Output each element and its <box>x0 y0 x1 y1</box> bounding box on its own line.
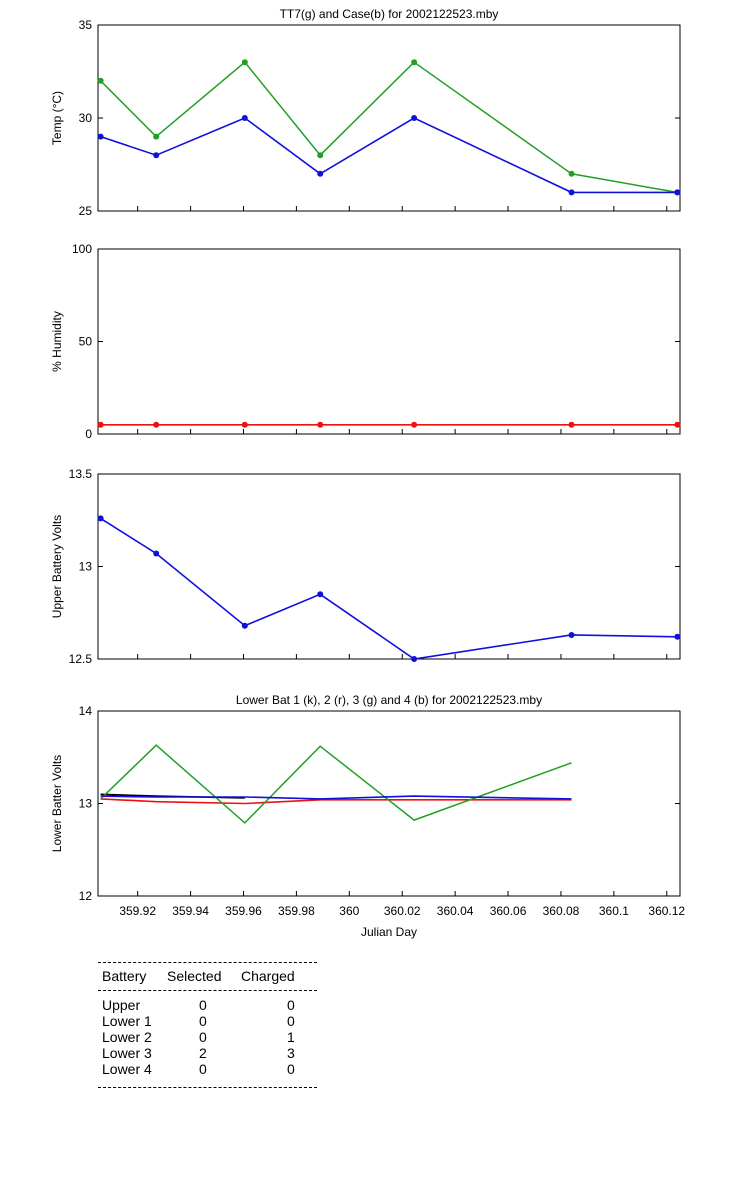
data-point-green <box>317 152 324 159</box>
x-tick-label: 360.12 <box>648 904 685 918</box>
table-row: Lower 3 2 3 <box>98 1045 317 1061</box>
table-header-row: Battery Selected Charged <box>98 968 317 984</box>
header-selected: Selected <box>167 968 222 984</box>
y-tick-label: 13 <box>79 797 93 811</box>
data-point-blue <box>317 591 324 598</box>
data-point-blue <box>568 631 575 638</box>
table-header-divider <box>98 990 317 991</box>
x-tick-label: 360.04 <box>437 904 474 918</box>
x-tick-label: 360.1 <box>599 904 629 918</box>
y-axis-label: Lower Batter Volts <box>50 755 64 852</box>
series-line-blue <box>100 795 572 800</box>
data-point-blue <box>241 115 248 121</box>
charged-count: 1 <box>287 1029 295 1045</box>
y-axis-label: Upper Battery Volts <box>50 515 64 618</box>
data-point-blue <box>674 633 681 640</box>
x-tick-label: 360.08 <box>543 904 580 918</box>
table-row: Lower 4 0 0 <box>98 1061 317 1077</box>
charged-count: 3 <box>287 1045 295 1061</box>
y-tick-label: 13.5 <box>69 467 93 481</box>
header-battery: Battery <box>102 968 147 984</box>
plot-frame <box>97 24 681 212</box>
series-line-blue <box>100 517 678 660</box>
table-bottom-divider <box>98 1087 317 1088</box>
data-point-red <box>97 421 104 428</box>
x-tick-label: 359.94 <box>172 904 209 918</box>
plot-frame <box>97 473 681 660</box>
data-point-blue <box>568 189 575 196</box>
data-point-green <box>153 133 160 140</box>
x-tick-label: 359.92 <box>119 904 156 918</box>
y-tick-label: 25 <box>79 204 93 218</box>
plot-frame <box>97 710 681 897</box>
data-point-blue <box>153 550 160 557</box>
battery-name: Lower 2 <box>102 1029 152 1045</box>
chart-figure: 25 30 35 TT7(g) and Case(b) for 2002122523.… <box>50 7 685 939</box>
data-point-blue <box>241 622 248 629</box>
x-axis-label: Julian Day <box>361 925 417 939</box>
data-point-red <box>153 421 160 428</box>
battery-name: Lower 4 <box>102 1061 152 1077</box>
data-point-blue <box>97 515 104 522</box>
x-tick-label: 359.96 <box>225 904 262 918</box>
selected-count: 2 <box>199 1045 207 1061</box>
chart-title: TT7(g) and Case(b) for 2002122523.mby <box>280 7 499 21</box>
battery-name: Lower 1 <box>102 1013 152 1029</box>
y-axis-label: Temp (°C) <box>50 91 64 145</box>
charged-count: 0 <box>287 1013 295 1029</box>
battery-name: Lower 3 <box>102 1045 152 1061</box>
y-tick-label: 35 <box>79 18 93 32</box>
data-point-green <box>568 170 575 177</box>
data-point-blue <box>97 133 104 140</box>
selected-count: 0 <box>199 1061 207 1077</box>
selected-count: 0 <box>199 1013 207 1029</box>
x-tick-label: 360.02 <box>384 904 421 918</box>
x-tick-label: 359.98 <box>278 904 315 918</box>
table-row: Lower 1 0 0 <box>98 1013 317 1029</box>
data-point-red <box>411 421 418 428</box>
data-point-green <box>241 59 248 66</box>
table-top-divider <box>98 962 317 963</box>
y-tick-label: 30 <box>79 111 93 125</box>
y-tick-label: 100 <box>72 242 92 256</box>
data-point-red <box>317 421 324 428</box>
series-line-red <box>100 798 572 805</box>
table-row: Lower 2 0 1 <box>98 1029 317 1045</box>
x-tick-label: 360.06 <box>490 904 527 918</box>
y-tick-label: 13 <box>79 560 93 574</box>
charged-count: 0 <box>287 997 295 1013</box>
data-point-green <box>411 59 418 66</box>
table-body: Upper 0 0 Lower 1 0 0 Lower 2 0 1 Lower … <box>98 997 317 1077</box>
series-line-green <box>100 744 572 824</box>
data-point-blue <box>674 189 681 196</box>
y-tick-label: 0 <box>85 427 92 441</box>
data-point-blue <box>317 170 324 177</box>
y-tick-label: 12.5 <box>69 652 93 666</box>
series-line-blue <box>100 117 678 194</box>
battery-table: Battery Selected Charged Upper 0 0 Lower… <box>98 962 317 1088</box>
series-line-green <box>100 61 678 194</box>
y-tick-label: 12 <box>79 889 93 903</box>
chart-title: Lower Bat 1 (k), 2 (r), 3 (g) and 4 (b) … <box>236 693 542 707</box>
charged-count: 0 <box>287 1061 295 1077</box>
battery-name: Upper <box>102 997 141 1013</box>
header-charged: Charged <box>241 968 295 984</box>
y-tick-label: 14 <box>79 704 93 718</box>
x-tick-label: 360 <box>339 904 359 918</box>
data-point-red <box>568 421 575 428</box>
data-point-red <box>241 421 248 428</box>
selected-count: 0 <box>199 997 207 1013</box>
y-axis-label: % Humidity <box>50 311 64 372</box>
selected-count: 0 <box>199 1029 207 1045</box>
plot-frame <box>97 248 681 435</box>
data-point-red <box>674 421 681 428</box>
table-row: Upper 0 0 <box>98 997 317 1013</box>
data-point-blue <box>411 656 418 662</box>
y-tick-label: 50 <box>79 335 93 349</box>
data-point-green <box>97 77 104 84</box>
data-point-blue <box>153 152 160 159</box>
data-point-blue <box>411 115 418 121</box>
